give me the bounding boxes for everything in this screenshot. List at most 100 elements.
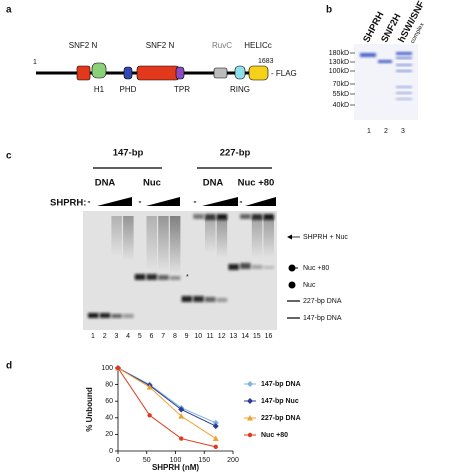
y-axis-label: % Unbound: [85, 387, 94, 432]
lane-number: 3: [114, 333, 118, 340]
lane-number: 7: [161, 333, 165, 340]
domain-label: SNF2 N: [146, 41, 175, 50]
tag-label: - FLAG: [271, 69, 297, 78]
point: [179, 436, 184, 441]
smear: [111, 216, 122, 256]
band: [99, 313, 111, 318]
lane-number: 10: [194, 333, 202, 340]
minus-label: -: [193, 197, 196, 208]
legend-label: 147-bp Nuc: [261, 398, 299, 405]
point: [178, 406, 185, 413]
legend-label: 147-bp DNA: [261, 381, 301, 388]
annotation: Nuc: [303, 282, 316, 289]
marker-label: 70kD: [333, 81, 349, 88]
x-tick-label: 150: [198, 457, 210, 464]
band: [251, 214, 263, 220]
legend-label: Nuc +80: [261, 432, 288, 439]
domain-label: TPR: [174, 85, 190, 94]
marker-label: 180kD: [329, 50, 349, 57]
marker-label: 100kD: [329, 68, 349, 75]
smear: [251, 218, 263, 258]
legend-marker: [247, 432, 253, 438]
band: [240, 263, 251, 269]
domain-label: RING: [230, 85, 250, 94]
series-line: [117, 367, 217, 439]
y-tick-label: 80: [105, 381, 113, 388]
line-chart: 0 20 40 60 80 100 0 50 100 150 200 SHPRH (nM) % Unbo…: [85, 365, 301, 472]
band: [216, 214, 228, 220]
lane-number: 1: [367, 128, 371, 135]
gel-bands: [88, 214, 274, 318]
y-tick-label: 20: [105, 431, 113, 438]
lane-number: 12: [218, 333, 226, 340]
point: [212, 419, 219, 426]
y-tick-label: 0: [109, 448, 113, 455]
smear: [216, 218, 228, 258]
annotation: 227-bp DNA: [303, 298, 342, 305]
panel-label: b: [326, 5, 332, 16]
band: [251, 265, 263, 269]
residue-label: 1: [33, 59, 37, 66]
legend-marker: [247, 381, 253, 387]
lane-number: 9: [185, 333, 189, 340]
domain-label: SNF2 N: [69, 41, 98, 50]
annotation: SHPRH + Nuc: [303, 234, 348, 241]
marker-label: 130kD: [329, 59, 349, 66]
lane-number: 2: [384, 128, 388, 135]
lane-number: 16: [265, 333, 273, 340]
point: [178, 413, 185, 419]
residue-label: 1683: [258, 58, 274, 65]
smear: [123, 216, 134, 261]
band: [169, 276, 181, 280]
minus-label: -: [138, 197, 141, 208]
band: [193, 214, 204, 219]
lane-number: 13: [230, 333, 238, 340]
point: [212, 423, 219, 430]
band: [263, 266, 274, 269]
band: [181, 296, 193, 302]
lane-number: 14: [241, 333, 249, 340]
smear: [205, 218, 216, 253]
lane-number: 8: [173, 333, 177, 340]
legend-marker: [247, 415, 253, 421]
point: [115, 365, 121, 371]
band: [205, 297, 216, 302]
band: [228, 264, 239, 270]
panel-label: c: [6, 151, 12, 162]
band: [134, 274, 146, 280]
band: [205, 214, 216, 220]
point: [212, 435, 219, 442]
x-tick-label: 100: [170, 457, 182, 464]
domain-label: RuvC: [212, 41, 232, 50]
band: [111, 314, 122, 318]
marker-label: 40kD: [333, 102, 349, 109]
lane-number: 3: [401, 128, 405, 135]
titration-label: SHPRH:: [50, 198, 86, 209]
x-tick-label: 0: [116, 457, 120, 464]
smear: [158, 216, 169, 271]
wedges: [97, 197, 276, 206]
band: [240, 214, 251, 219]
marker-label: 55kD: [333, 91, 349, 98]
lane-number: 4: [126, 333, 130, 340]
condition-label: Nuc +80: [238, 178, 275, 189]
minus-label: -: [87, 197, 90, 208]
band: [193, 296, 204, 302]
band: [123, 314, 134, 318]
domain-label: H1: [94, 85, 105, 94]
point: [213, 444, 218, 450]
band: [263, 214, 274, 220]
minus-label: -: [239, 197, 242, 208]
y-tick-label: 100: [101, 365, 113, 372]
lane-number: 2: [103, 333, 107, 340]
group-label: 227-bp: [220, 148, 251, 159]
condition-label: DNA: [95, 178, 116, 189]
legend-marker: [247, 398, 253, 404]
panel-label: d: [6, 361, 12, 372]
lane-number: 5: [138, 333, 142, 340]
band: [216, 298, 228, 302]
band: [88, 313, 99, 318]
sds-gel: [354, 44, 418, 120]
lane-number: 6: [150, 333, 154, 340]
